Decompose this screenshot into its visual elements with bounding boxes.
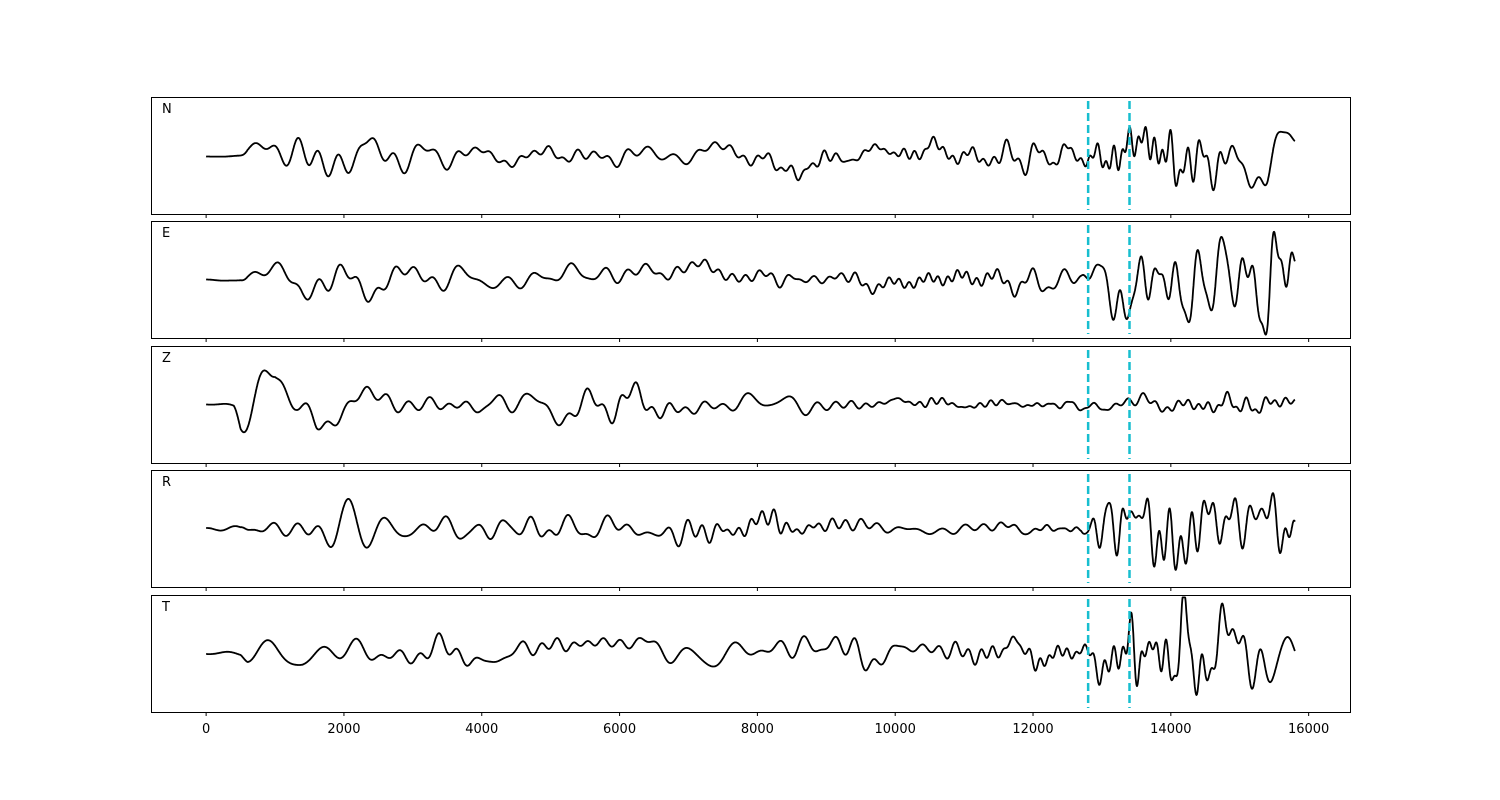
trace-n: [205, 126, 1296, 192]
panel-label: N: [162, 102, 172, 117]
x-tick-label: 12000: [1012, 722, 1053, 737]
panel-label: Z: [162, 351, 171, 366]
panel-r: R: [151, 470, 1351, 591]
panel-label: E: [162, 226, 170, 241]
x-tick-label: 6000: [603, 722, 636, 737]
panels-group: N E Z R T: [151, 97, 1351, 716]
x-tick-label: 10000: [875, 722, 916, 737]
x-tick-label: 0: [202, 722, 210, 737]
panel-frame: [151, 221, 1351, 339]
x-tick-label: 2000: [327, 722, 360, 737]
panel-frame: [151, 470, 1351, 588]
x-tick-label: 8000: [741, 722, 774, 737]
x-tick-label: 16000: [1288, 722, 1329, 737]
x-axis: 0 2000 4000 6000 8000 10000 12000 14000 16000: [202, 722, 1329, 737]
panel-e: E: [151, 221, 1351, 342]
x-tick-label: 14000: [1150, 722, 1191, 737]
panel-label: T: [161, 600, 170, 615]
x-tick-label: 4000: [465, 722, 498, 737]
panel-z: Z: [151, 346, 1351, 467]
trace-r: [205, 492, 1296, 571]
panel-label: R: [162, 475, 171, 490]
trace-t: [205, 596, 1296, 696]
panel-frame: [151, 346, 1351, 464]
panel-frame: [151, 97, 1351, 215]
trace-z: [205, 369, 1296, 434]
panel-t: T: [151, 595, 1351, 716]
trace-e: [205, 230, 1296, 336]
panel-frame: [151, 595, 1351, 713]
panel-n: N: [151, 97, 1351, 218]
